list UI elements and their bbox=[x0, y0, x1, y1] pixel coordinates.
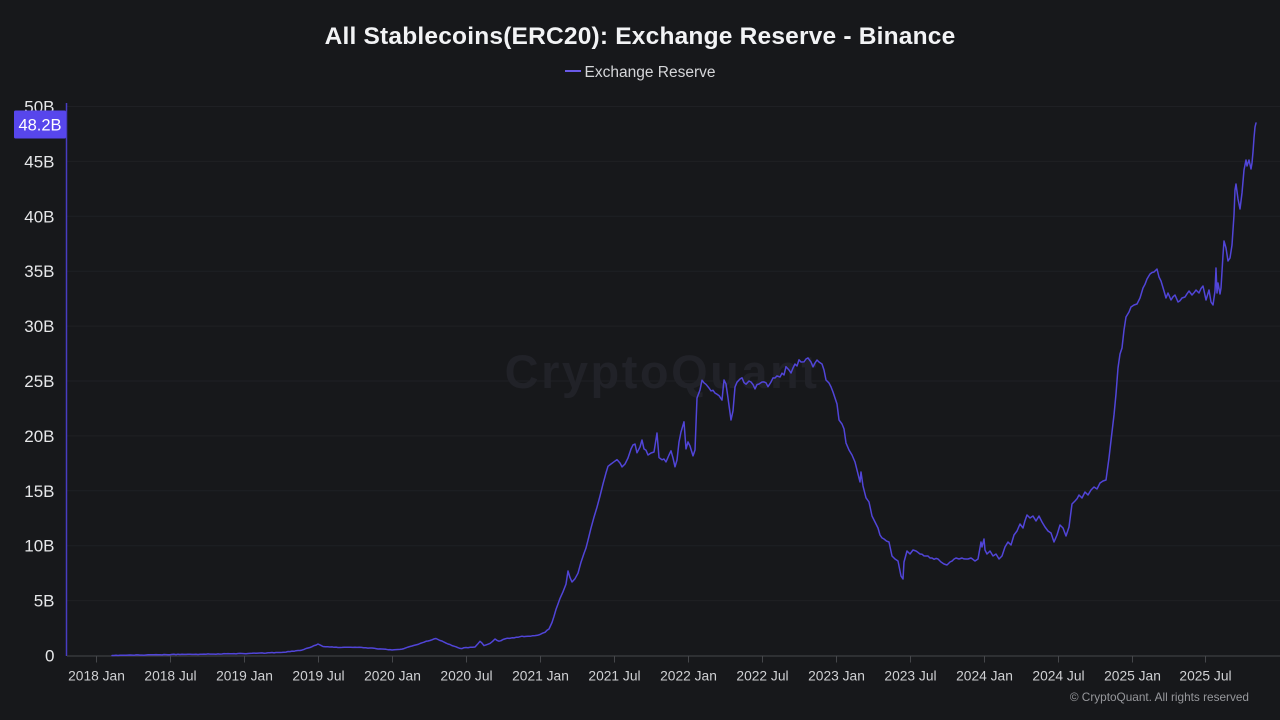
svg-text:2025 Jan: 2025 Jan bbox=[1104, 669, 1161, 684]
svg-text:48.2B: 48.2B bbox=[18, 117, 61, 135]
svg-text:15B: 15B bbox=[24, 482, 54, 501]
svg-text:2020 Jan: 2020 Jan bbox=[364, 669, 421, 684]
svg-text:2021 Jul: 2021 Jul bbox=[588, 669, 640, 684]
svg-text:2023 Jul: 2023 Jul bbox=[884, 669, 936, 684]
svg-text:2018 Jul: 2018 Jul bbox=[144, 669, 196, 684]
svg-text:2022 Jul: 2022 Jul bbox=[736, 669, 788, 684]
svg-text:2021 Jan: 2021 Jan bbox=[512, 669, 569, 684]
svg-text:0: 0 bbox=[45, 647, 54, 666]
svg-text:2019 Jul: 2019 Jul bbox=[292, 669, 344, 684]
svg-text:CryptoQuant: CryptoQuant bbox=[505, 345, 820, 398]
svg-text:10B: 10B bbox=[24, 537, 54, 556]
svg-text:2019 Jan: 2019 Jan bbox=[216, 669, 273, 684]
svg-text:2025 Jul: 2025 Jul bbox=[1179, 669, 1231, 684]
svg-text:40B: 40B bbox=[24, 207, 54, 226]
svg-text:35B: 35B bbox=[24, 262, 54, 281]
svg-text:2022 Jan: 2022 Jan bbox=[660, 669, 717, 684]
svg-text:2020 Jul: 2020 Jul bbox=[440, 669, 492, 684]
svg-text:2024 Jul: 2024 Jul bbox=[1032, 669, 1084, 684]
svg-text:5B: 5B bbox=[34, 592, 55, 611]
svg-text:45B: 45B bbox=[24, 152, 54, 171]
svg-text:2024 Jan: 2024 Jan bbox=[956, 669, 1013, 684]
svg-text:2023 Jan: 2023 Jan bbox=[808, 669, 865, 684]
svg-text:2018 Jan: 2018 Jan bbox=[68, 669, 125, 684]
svg-text:25B: 25B bbox=[24, 372, 54, 391]
svg-text:30B: 30B bbox=[24, 317, 54, 336]
svg-text:20B: 20B bbox=[24, 427, 54, 446]
